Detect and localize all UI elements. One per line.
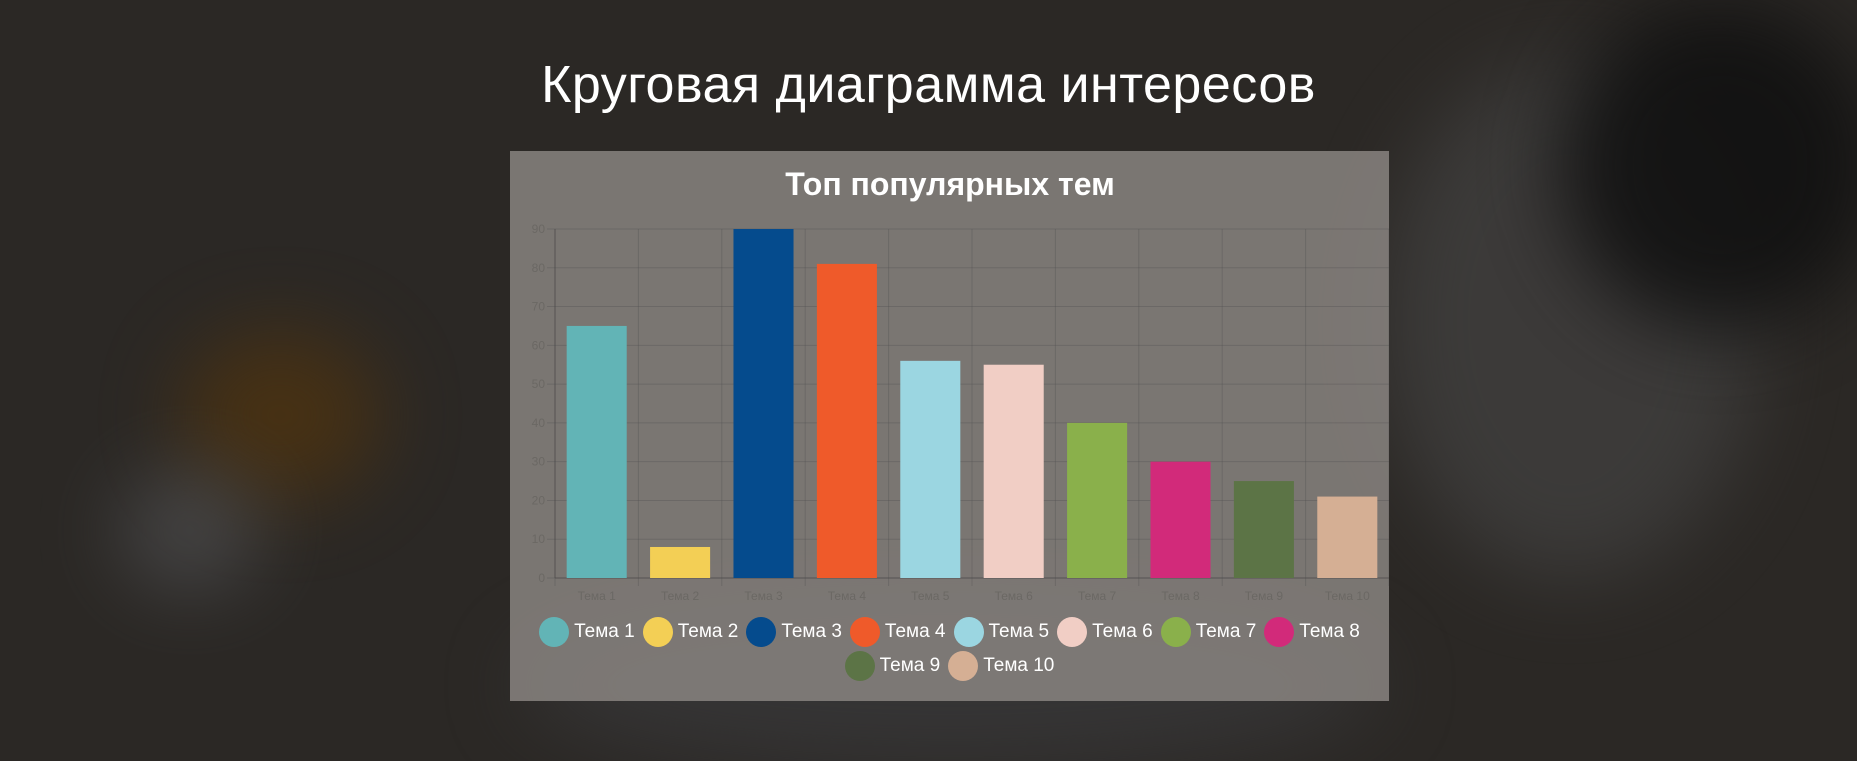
legend-swatch <box>849 617 880 647</box>
bar-3[interactable] <box>733 229 794 578</box>
legend-item[interactable]: Тема 9 <box>844 650 941 682</box>
legend-item[interactable]: Тема 3 <box>746 616 842 648</box>
legend-label: Тема 8 <box>1299 621 1360 642</box>
x-tick-label: Тема 9 <box>1245 589 1284 603</box>
x-tick-label: Тема 4 <box>828 589 867 603</box>
legend-label: Тема 1 <box>574 621 635 642</box>
bar-4[interactable] <box>816 263 877 578</box>
y-tick-label: 40 <box>532 416 546 430</box>
y-tick-label: 30 <box>532 455 546 469</box>
bar-2[interactable] <box>650 546 711 578</box>
legend-swatch <box>1057 617 1088 647</box>
legend-label: Тема 5 <box>988 621 1050 642</box>
y-tick-label: 20 <box>532 493 546 507</box>
legend-item[interactable]: Тема 7 <box>1160 616 1257 648</box>
legend-label: Тема 10 <box>983 655 1055 676</box>
bar-9[interactable] <box>1233 481 1294 578</box>
legend-label: Тема 2 <box>677 621 739 642</box>
y-tick-label: 70 <box>532 300 546 314</box>
legend-swatch <box>953 617 984 647</box>
legend-item[interactable]: Тема 10 <box>948 650 1054 682</box>
y-tick-label: 90 <box>532 222 546 236</box>
legend-item[interactable]: Тема 6 <box>1057 616 1153 648</box>
page-title: Круговая диаграмма интересов <box>541 56 1316 114</box>
x-tick-label: Тема 1 <box>578 589 617 603</box>
x-tick-label: Тема 2 <box>661 589 700 603</box>
x-tick-label: Тема 3 <box>744 589 783 603</box>
legend-swatch <box>844 651 875 681</box>
x-tick-label: Тема 7 <box>1078 589 1117 603</box>
bar-5[interactable] <box>900 360 961 578</box>
bar-1[interactable] <box>566 325 627 578</box>
x-tick-label: Тема 10 <box>1325 589 1370 603</box>
legend-swatch <box>1160 617 1191 647</box>
legend-item[interactable]: Тема 1 <box>539 616 635 648</box>
legend-label: Тема 3 <box>781 621 842 642</box>
legend-label: Тема 9 <box>879 655 941 676</box>
legend-item[interactable]: Тема 4 <box>849 616 946 648</box>
y-tick-label: 0 <box>538 571 545 585</box>
bar-10[interactable] <box>1317 496 1378 578</box>
legend-label: Тема 6 <box>1092 621 1153 642</box>
legend-item[interactable]: Тема 5 <box>953 616 1050 648</box>
legend-label: Тема 4 <box>884 621 946 642</box>
y-tick-label: 60 <box>532 338 546 352</box>
chart-legend: Тема 1 Тема 2 Тема 3 Тема 4 Тема 5 Тема 6 Тема… <box>528 616 1371 682</box>
y-tick-label: 10 <box>532 532 546 546</box>
y-tick-label: 80 <box>532 261 546 275</box>
legend-swatch <box>1264 617 1295 647</box>
x-tick-label: Тема 5 <box>911 589 950 603</box>
legend-item[interactable]: Тема 8 <box>1264 616 1360 648</box>
legend-label: Тема 7 <box>1195 621 1257 642</box>
legend-item[interactable]: Тема 2 <box>642 616 739 648</box>
legend-swatch <box>948 651 979 681</box>
x-tick-label: Тема 6 <box>995 589 1034 603</box>
legend-swatch <box>539 617 570 647</box>
bar-chart: Топ популярных тем 0 10 20 30 40 50 60 70 80 90 Те… <box>532 166 1389 603</box>
bar-7[interactable] <box>1067 422 1128 578</box>
legend-swatch <box>642 617 673 647</box>
bar-8[interactable] <box>1150 461 1211 578</box>
chart-panel: Топ популярных тем 0 10 20 30 40 50 60 70 80 90 Те… <box>510 151 1389 701</box>
chart-title: Топ популярных тем <box>785 166 1114 202</box>
x-tick-label: Тема 8 <box>1161 589 1200 603</box>
bar-6[interactable] <box>983 364 1044 578</box>
y-tick-label: 50 <box>532 377 546 391</box>
legend-swatch <box>746 617 777 647</box>
